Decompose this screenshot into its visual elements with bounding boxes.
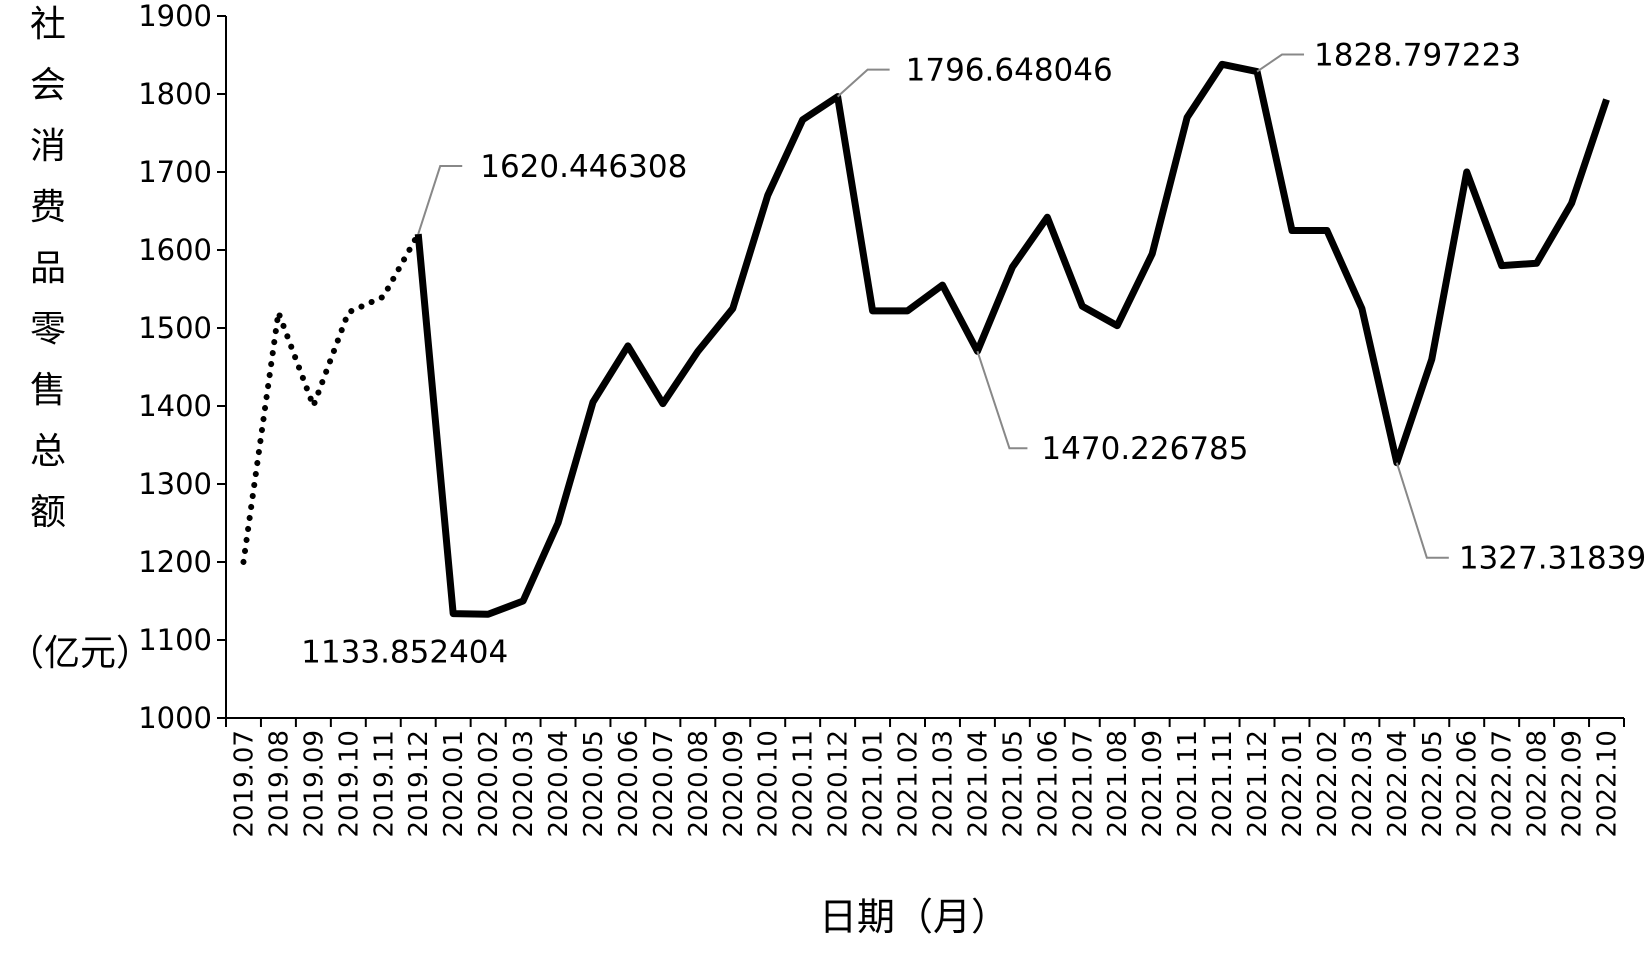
x-tick-label: 2019.11 [369, 730, 399, 838]
y-title-char: 额 [30, 492, 66, 533]
x-tick-label: 2020.09 [719, 730, 749, 838]
x-tick-label: 2020.05 [579, 730, 609, 838]
y-tick-label: 1000 [138, 701, 212, 735]
y-tick-label: 1200 [138, 545, 212, 579]
y-tick-label: 1600 [138, 233, 212, 267]
x-tick-label: 2022.04 [1383, 730, 1413, 838]
x-tick-label: 2020.06 [614, 730, 644, 838]
x-tick-label: 2022.06 [1453, 730, 1483, 838]
y-title-char: 消 [30, 126, 66, 167]
y-title-char: 售 [30, 370, 66, 411]
x-tick-label: 2020.07 [649, 730, 679, 838]
y-title-char: 零 [30, 309, 66, 350]
leader-line [1256, 53, 1305, 73]
y-title-char: 品 [30, 248, 66, 289]
y-title-char: 费 [30, 187, 66, 228]
x-tick-label: 2021.12 [1243, 730, 1273, 838]
x-tick-label: 2020.01 [439, 730, 469, 838]
y-tick-label: 1500 [138, 311, 212, 345]
x-tick-label: 2022.07 [1488, 730, 1518, 838]
x-tick-label: 2019.10 [334, 730, 364, 838]
x-tick-label: 2021.11 [1173, 730, 1203, 838]
y-axis-unit: （亿元） [8, 633, 152, 674]
x-tick-label: 2022.09 [1558, 730, 1588, 838]
x-tick-label: 2022.10 [1593, 730, 1623, 838]
data-label: 1327.318392 [1459, 541, 1648, 577]
x-tick-label: 2021.06 [1033, 730, 1063, 838]
x-tick-label: 2022.01 [1278, 730, 1308, 838]
x-tick-label: 2020.11 [789, 730, 819, 838]
x-tick-label: 2021.08 [1103, 730, 1133, 838]
leader-line [1395, 462, 1449, 559]
data-label: 1470.226785 [1041, 431, 1248, 467]
y-tick-label: 1700 [138, 155, 212, 189]
leader-line [976, 350, 1028, 450]
data-line [414, 60, 1610, 618]
x-tick-label: 2022.08 [1523, 730, 1553, 838]
x-tick-label: 2019.07 [229, 730, 259, 838]
y-tick-label: 1100 [138, 623, 212, 657]
x-tick-label: 2021.11 [1208, 730, 1238, 838]
y-title-char: 会 [30, 65, 66, 106]
x-tick-label: 2019.08 [264, 730, 294, 838]
x-tick-label: 2021.02 [894, 730, 924, 838]
x-tick-label: 2021.01 [859, 730, 889, 838]
data-label: 1620.446308 [480, 149, 687, 185]
x-tick-label: 2021.05 [998, 730, 1028, 838]
x-tick-label: 2022.05 [1418, 730, 1448, 838]
x-axis-title: 日期（月） [819, 895, 1009, 939]
y-tick-label: 1400 [138, 389, 212, 423]
y-title-char: 总 [30, 431, 66, 472]
x-tick-label: 2019.09 [299, 730, 329, 838]
x-tick-label: 2020.04 [544, 730, 574, 838]
x-tick-label: 2020.08 [684, 730, 714, 838]
y-tick-label: 1800 [138, 77, 212, 111]
leader-line [836, 68, 890, 98]
leader-line [417, 165, 463, 235]
data-label: 1796.648046 [906, 53, 1113, 89]
x-tick-label: 2021.03 [928, 730, 958, 838]
y-tick-label: 1300 [138, 467, 212, 501]
data-line [240, 231, 422, 565]
x-tick-label: 2020.10 [754, 730, 784, 838]
y-tick-label: 1900 [138, 0, 212, 33]
x-tick-label: 2022.03 [1348, 730, 1378, 838]
x-tick-label: 2022.02 [1313, 730, 1343, 838]
data-label: 1828.797223 [1314, 38, 1521, 74]
x-tick-label: 2021.04 [963, 730, 993, 838]
y-title-char: 社 [30, 4, 66, 45]
x-tick-label: 2019.12 [404, 730, 434, 838]
y-axis-title: 社会消费品零售总额 [30, 4, 66, 533]
x-tick-label: 2020.03 [509, 730, 539, 838]
x-tick-label: 2020.02 [474, 730, 504, 838]
x-tick-label: 2020.12 [824, 730, 854, 838]
data-label: 1133.852404 [301, 635, 508, 671]
x-tick-label: 2021.09 [1138, 730, 1168, 838]
x-tick-label: 2021.07 [1068, 730, 1098, 838]
